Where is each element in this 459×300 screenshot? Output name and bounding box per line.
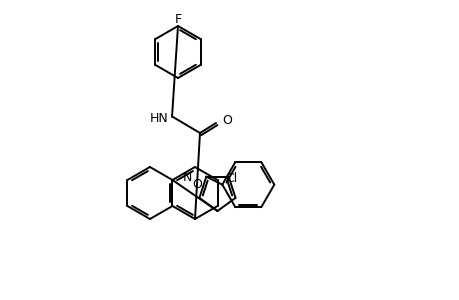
Text: O: O — [192, 178, 202, 191]
Text: F: F — [174, 13, 181, 26]
Text: Cl: Cl — [225, 172, 237, 185]
Text: O: O — [222, 115, 231, 128]
Text: N: N — [182, 171, 191, 184]
Text: HN: HN — [150, 112, 168, 124]
